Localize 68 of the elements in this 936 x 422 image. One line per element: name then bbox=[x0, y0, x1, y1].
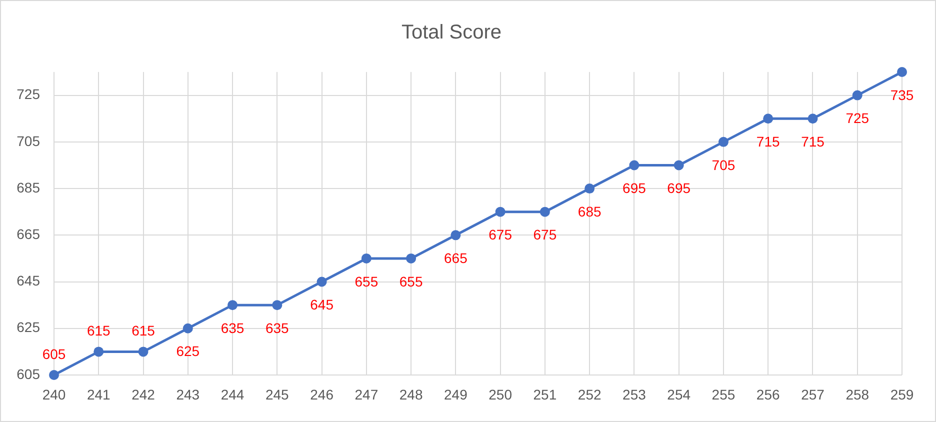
y-tick-label: 645 bbox=[16, 272, 40, 289]
y-tick-label: 725 bbox=[16, 86, 40, 102]
point bbox=[852, 90, 862, 100]
x-tick-label: 249 bbox=[444, 386, 468, 402]
point bbox=[49, 370, 59, 380]
y-tick-label: 665 bbox=[16, 226, 40, 242]
x-tick-label: 247 bbox=[354, 386, 378, 402]
data-label: 715 bbox=[801, 133, 825, 150]
point bbox=[138, 346, 148, 357]
y-tick-label: 625 bbox=[16, 319, 40, 336]
x-tick-label: 242 bbox=[132, 386, 156, 402]
data-label: 675 bbox=[488, 226, 512, 243]
data-label: 615 bbox=[132, 322, 156, 339]
point bbox=[450, 230, 461, 240]
x-tick-label: 250 bbox=[488, 386, 512, 402]
x-tick-label: 251 bbox=[533, 386, 557, 402]
data-label: 605 bbox=[42, 346, 66, 362]
point bbox=[718, 136, 728, 147]
data-label: 675 bbox=[533, 226, 557, 243]
x-tick-label: 252 bbox=[578, 386, 602, 402]
data-label: 685 bbox=[578, 203, 602, 220]
point bbox=[316, 276, 327, 287]
data-label: 615 bbox=[86, 322, 111, 339]
data-label: 655 bbox=[399, 273, 423, 290]
x-tick-label: 255 bbox=[712, 386, 736, 402]
data-label: 705 bbox=[712, 156, 736, 173]
x-tick-label: 243 bbox=[176, 386, 200, 402]
data-label: 725 bbox=[846, 110, 870, 126]
point bbox=[228, 300, 238, 310]
point bbox=[674, 160, 684, 170]
point bbox=[182, 323, 193, 334]
point bbox=[584, 184, 595, 194]
x-tick-label: 244 bbox=[220, 386, 244, 402]
x-tick-label: 254 bbox=[667, 386, 691, 402]
data-label: 645 bbox=[310, 296, 334, 313]
data-label: 665 bbox=[444, 250, 468, 266]
x-tick-label: 259 bbox=[890, 386, 914, 402]
point bbox=[272, 300, 282, 310]
x-tick-label: 258 bbox=[846, 386, 870, 402]
data-label: 695 bbox=[667, 180, 691, 196]
x-tick-label: 246 bbox=[310, 386, 334, 402]
chart-title: Total Score bbox=[401, 22, 502, 44]
point bbox=[94, 346, 104, 357]
x-tick-label: 241 bbox=[86, 386, 111, 402]
y-tick-label: 705 bbox=[16, 132, 40, 149]
data-label: 635 bbox=[265, 320, 290, 336]
point bbox=[763, 114, 774, 124]
y-tick-label: 685 bbox=[16, 179, 40, 196]
point bbox=[897, 67, 907, 77]
point bbox=[540, 206, 550, 217]
x-tick-label: 248 bbox=[399, 386, 423, 402]
x-tick-label: 253 bbox=[622, 386, 646, 402]
x-tick-label: 256 bbox=[756, 386, 780, 402]
data-label: 735 bbox=[890, 86, 914, 103]
data-label: 635 bbox=[220, 320, 244, 336]
point bbox=[361, 253, 372, 264]
x-tick-label: 257 bbox=[801, 386, 825, 402]
point bbox=[406, 253, 416, 264]
data-label: 655 bbox=[354, 273, 378, 290]
data-label: 625 bbox=[176, 343, 200, 360]
point bbox=[808, 114, 818, 124]
data-label: 715 bbox=[756, 133, 780, 150]
y-tick-label: 605 bbox=[16, 366, 40, 382]
data-label: 695 bbox=[622, 180, 646, 196]
x-tick-label: 240 bbox=[42, 386, 66, 402]
point bbox=[629, 160, 640, 170]
x-tick-label: 245 bbox=[265, 386, 290, 402]
point bbox=[495, 206, 506, 217]
